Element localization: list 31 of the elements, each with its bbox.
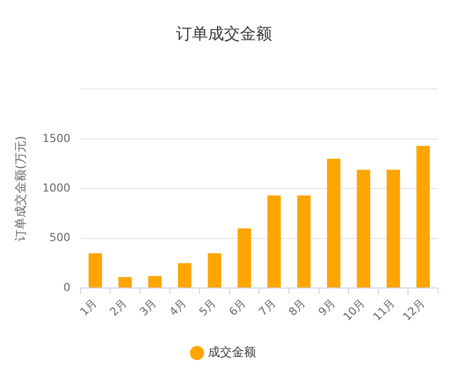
x-tick-label: 5月 <box>196 296 219 319</box>
x-tick-label: 2月 <box>107 296 130 319</box>
chart-title: 订单成交金额 <box>176 24 272 43</box>
y-tick-label: 0 <box>63 280 70 294</box>
bar <box>238 228 251 288</box>
x-tick-label: 7月 <box>256 296 278 319</box>
x-tick-label: 10月 <box>340 296 368 324</box>
x-tick-label: 6月 <box>226 296 248 319</box>
bar <box>178 263 192 288</box>
bar <box>118 277 132 288</box>
bar <box>148 276 162 288</box>
bar <box>88 253 102 288</box>
bar <box>208 253 222 288</box>
x-tick-label: 8月 <box>286 296 308 319</box>
y-axis-title: 订单成交金额(万元) <box>13 136 28 242</box>
bar <box>297 196 311 288</box>
legend-label: 成交金额 <box>208 345 256 360</box>
bar <box>326 158 340 288</box>
y-tick-label: 1000 <box>42 181 70 194</box>
bar <box>416 146 430 288</box>
x-tick-label: 4月 <box>166 296 189 319</box>
bar <box>356 170 370 288</box>
x-tick-label: 1月 <box>78 296 100 319</box>
bar <box>386 170 400 288</box>
y-tick-label: 1500 <box>42 132 70 145</box>
x-tick-label: 3月 <box>137 296 160 319</box>
x-tick-label: 11月 <box>370 296 398 324</box>
y-tick-label: 500 <box>49 231 70 244</box>
bar <box>267 196 281 288</box>
x-tick-label: 9月 <box>316 296 338 319</box>
x-tick-label: 12月 <box>400 296 428 324</box>
